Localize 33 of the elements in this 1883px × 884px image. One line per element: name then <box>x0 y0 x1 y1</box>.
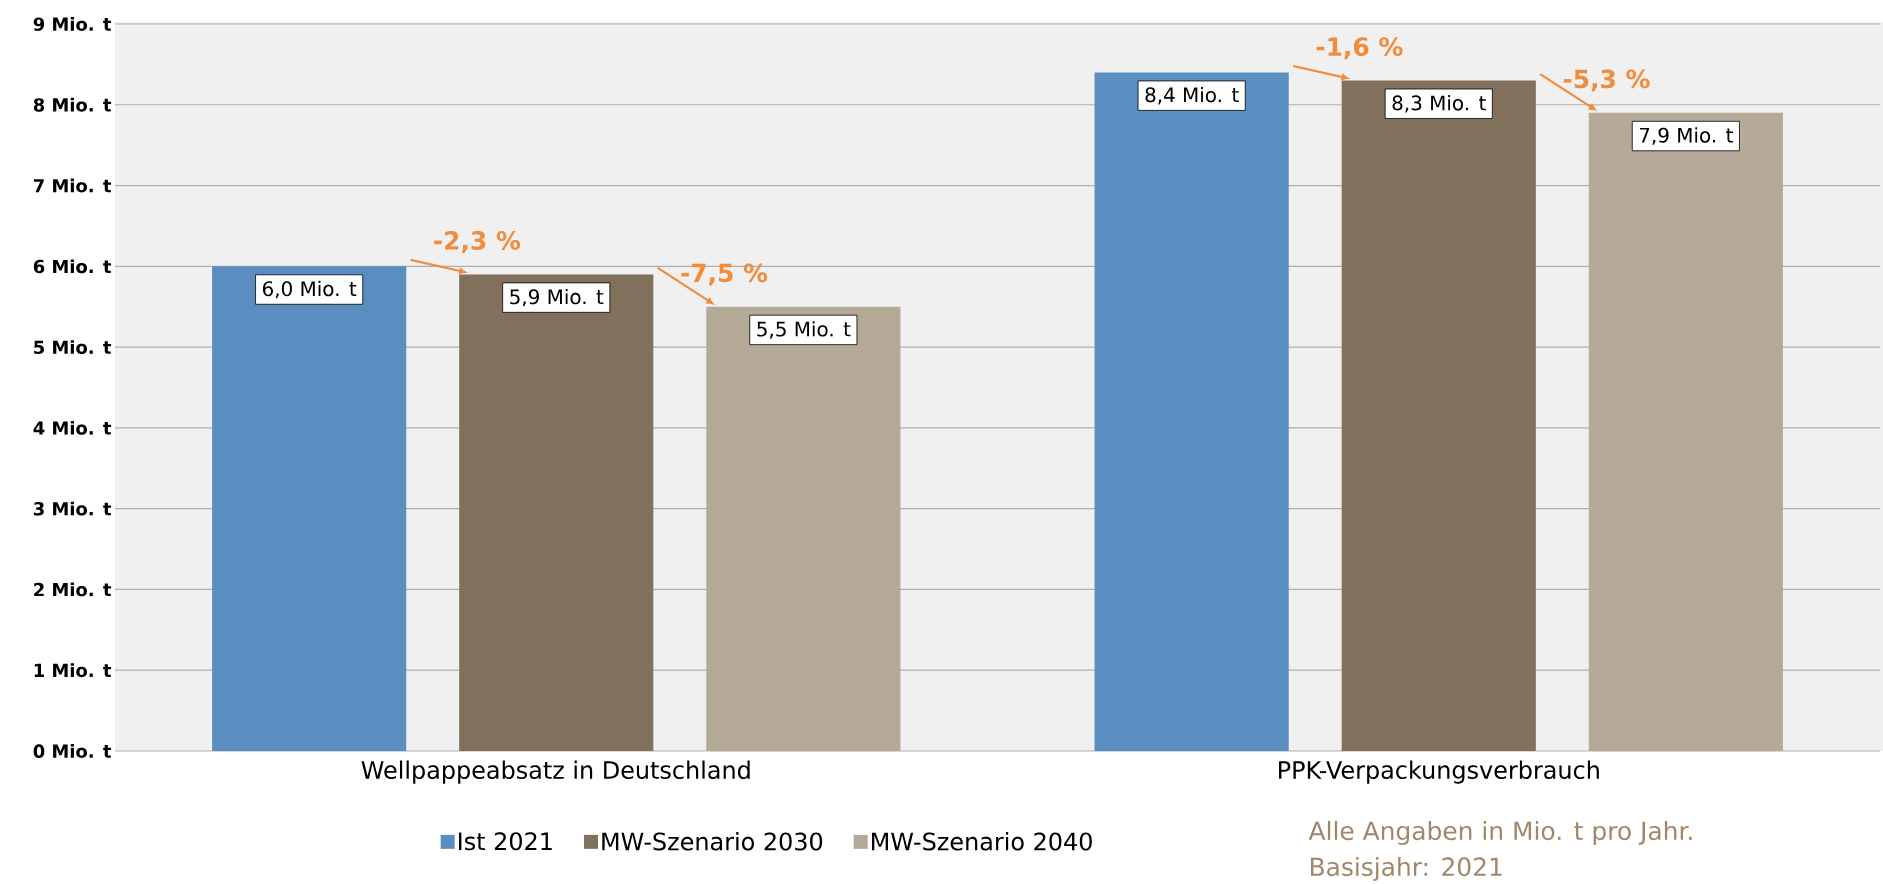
annotation: -5,3 % <box>1563 69 1650 92</box>
data-label: 7,9 Mio. t <box>1639 127 1733 145</box>
y-tick-label: 6 Mio. t <box>33 259 112 274</box>
y-tick-label: 7 Mio. t <box>33 178 112 193</box>
y-tick-label: 0 Mio. t <box>33 743 112 758</box>
y-tick-label: 2 Mio. t <box>34 582 112 597</box>
bar <box>212 266 407 751</box>
bar <box>1341 80 1536 751</box>
data-label: 8,3 Mio. t <box>1392 94 1486 113</box>
legend-label: MW-Szenario 2040 <box>872 831 1092 851</box>
annotation: -1,6 % <box>1316 37 1403 60</box>
y-tick-label: 1 Mio. t <box>34 663 112 677</box>
x-tick-label: PPK-Verpackungsverbrauch <box>1279 760 1599 784</box>
annotation: -7,5 % <box>681 263 768 286</box>
bar <box>1588 112 1783 751</box>
y-tick-label: 5 Mio. t <box>34 339 112 354</box>
y-tick-label: 3 Mio. t <box>33 501 112 516</box>
bar <box>706 306 901 751</box>
data-label: 8,4 Mio. t <box>1145 86 1239 105</box>
x-tick-label: Wellpappeabsatz in Deutschland <box>361 760 750 784</box>
data-label: 5,5 Mio. t <box>757 321 851 339</box>
legend-label: MW-Szenario 2030 <box>602 831 823 851</box>
annotation: -2,3 % <box>434 230 521 253</box>
text: Alle Angaben in Mio. t pro Jahr. <box>1308 820 1692 845</box>
data-label: 5,9 Mio. t <box>510 288 604 307</box>
bar <box>1094 72 1289 751</box>
y-tick-label: 9 Mio. t <box>33 16 112 31</box>
text: Basisjahr: 2021 <box>1310 856 1502 881</box>
bar <box>459 274 654 751</box>
y-tick-label: 8 Mio. t <box>33 97 112 112</box>
data-label: 6,0 Mio. t <box>262 280 357 299</box>
y-tick-label: 4 Mio. t <box>33 420 112 435</box>
legend-label: Ist 2021 <box>459 832 552 851</box>
